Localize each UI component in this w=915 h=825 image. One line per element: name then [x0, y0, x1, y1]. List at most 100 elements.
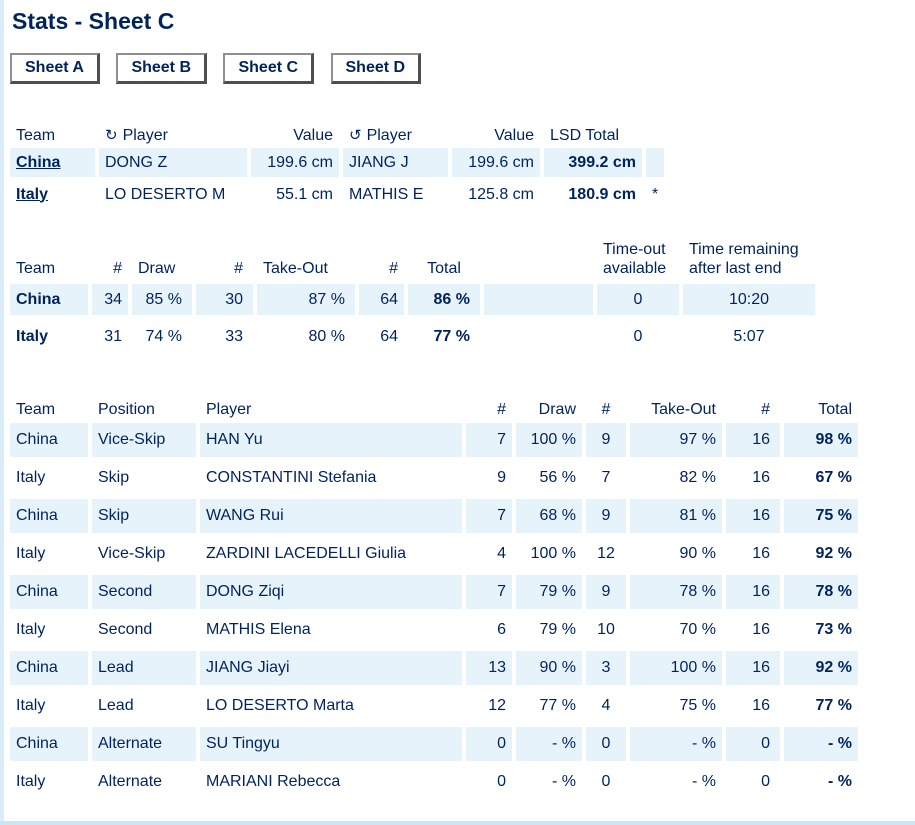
cell-takeout-count: 9	[586, 499, 626, 533]
page-left-border	[0, 0, 4, 825]
cell-position: Alternate	[92, 727, 196, 761]
col-header-lsd-total: LSD Total	[550, 127, 620, 144]
page-bottom-border	[0, 821, 915, 825]
cell-position: Second	[92, 575, 196, 609]
cell-total-pct: 67 %	[815, 469, 852, 486]
cell-total-count: 16	[726, 651, 780, 685]
cell-player: DONG Ziqi	[200, 575, 462, 609]
col-header-total: Total	[818, 401, 852, 418]
col-header-count-draw: #	[497, 401, 506, 418]
cell-draw-pct: - %	[516, 727, 582, 761]
cell-player: HAN Yu	[200, 423, 462, 457]
rotation-cw-icon: ↻	[105, 127, 118, 144]
col-header-player1-label: Player	[122, 127, 168, 144]
cell-lsd-total: 180.9 cm	[568, 185, 636, 203]
cell-takeout-pct: 87 %	[257, 284, 355, 315]
cell-total-count: 16	[752, 545, 770, 562]
col-header-player1: ↻ Player	[99, 121, 247, 145]
tab-sheet-b[interactable]: Sheet B	[116, 53, 208, 84]
lsd-row: Italy LO DESERTO M 55.1 cm MATHIS E 125.…	[10, 180, 664, 209]
col-header-value2: Value	[494, 127, 534, 144]
cell-team: Italy	[16, 697, 46, 714]
cell-total-pct: 92 %	[815, 545, 852, 562]
lsd-table: Team ↻ Player Value ↺ Player Value LSD Tot…	[6, 118, 668, 212]
rotation-ccw-icon: ↺	[349, 127, 362, 144]
cell-takeout-count: 4	[601, 697, 611, 714]
cell-note	[646, 148, 665, 177]
col-header-count-takeout: #	[234, 260, 243, 277]
col-header-player: Player	[206, 401, 252, 418]
cell-total-count: 16	[752, 621, 770, 638]
cell-player: JIANG Jiayi	[200, 651, 462, 685]
cell-total-pct: 75 %	[784, 499, 858, 533]
cell-takeout-pct: 78 %	[630, 575, 722, 609]
tab-sheet-a[interactable]: Sheet A	[10, 53, 100, 84]
col-header-count-total: #	[389, 260, 398, 277]
cell-total-pct: - %	[828, 773, 852, 790]
player-row: China Lead JIANG Jiayi 13 90 % 3 100 % 1…	[10, 651, 858, 685]
cell-draw-count: 6	[497, 621, 506, 638]
cell-team: Italy	[10, 180, 95, 209]
team-link-italy[interactable]: Italy	[16, 185, 49, 203]
cell-total-count: 64	[380, 327, 398, 345]
cell-team: China	[10, 499, 88, 533]
cell-draw-count: 34	[92, 284, 128, 315]
cell-takeout-count: 10	[597, 621, 615, 638]
player-row: China Skip WANG Rui 7 68 % 9 81 % 16 75 …	[10, 499, 858, 533]
cell-timeout-available: 0	[633, 327, 643, 345]
cell-time-remaining: 5:07	[733, 327, 765, 345]
cell-team: Italy	[16, 621, 46, 638]
col-header-takeout: Take-Out	[263, 260, 328, 277]
cell-value1: 199.6 cm	[251, 148, 339, 177]
player-table-header-row: Team Position Player # Draw # Take-Out #…	[10, 394, 858, 419]
cell-player: WANG Rui	[200, 499, 462, 533]
cell-player: MATHIS Elena	[206, 621, 311, 638]
cell-position: Skip	[92, 499, 196, 533]
col-header-team: Team	[16, 401, 56, 418]
lsd-row: China DONG Z 199.6 cm JIANG J 199.6 cm 3…	[10, 148, 665, 177]
team-row: Italy 31 74 % 33 80 % 64 77 % 0 5:07	[10, 321, 815, 352]
cell-draw-pct: 74 %	[145, 327, 182, 345]
cell-position: Second	[98, 621, 153, 638]
cell-team: Italy	[16, 327, 49, 345]
cell-takeout-pct: - %	[630, 727, 722, 761]
cell-team: Italy	[16, 545, 46, 562]
cell-position: Skip	[98, 469, 130, 486]
cell-draw-count: 7	[466, 575, 512, 609]
tab-sheet-d[interactable]: Sheet D	[330, 53, 422, 84]
team-link-china[interactable]: China	[16, 153, 61, 171]
cell-total-pct: 92 %	[784, 651, 858, 685]
col-header-team: Team	[16, 127, 56, 144]
cell-time-remaining: 10:20	[683, 284, 815, 315]
cell-spacer	[484, 284, 593, 315]
player-row: China Vice-Skip HAN Yu 7 100 % 9 97 % 16…	[10, 423, 858, 457]
tab-sheet-c[interactable]: Sheet C	[223, 53, 315, 84]
cell-team: China	[10, 148, 95, 177]
cell-team: China	[10, 727, 88, 761]
cell-draw-count: 9	[497, 469, 506, 486]
cell-draw-pct: 79 %	[516, 575, 582, 609]
cell-lsd-total: 399.2 cm	[544, 148, 642, 177]
cell-draw-pct: 85 %	[132, 284, 192, 315]
col-header-time-remaining: Time remaining after last end	[689, 241, 799, 277]
col-header-timeout: Time-out available	[603, 241, 667, 277]
col-header-note	[646, 121, 664, 145]
cell-player1: DONG Z	[99, 148, 247, 177]
cell-takeout-pct: 81 %	[630, 499, 722, 533]
cell-position: Lead	[92, 651, 196, 685]
cell-takeout-count: 0	[586, 727, 626, 761]
player-row: Italy Lead LO DESERTO Marta 12 77 % 4 75…	[10, 689, 858, 723]
team-row: China 34 85 % 30 87 % 64 86 % 0 10:20	[10, 284, 815, 315]
cell-takeout-count: 3	[586, 651, 626, 685]
cell-draw-pct: - %	[552, 773, 576, 790]
cell-draw-pct: 100 %	[516, 423, 582, 457]
cell-value2: 125.8 cm	[468, 185, 534, 203]
cell-player2: JIANG J	[343, 148, 448, 177]
cell-draw-count: 13	[466, 651, 512, 685]
col-header-player2-label: Player	[366, 127, 412, 144]
sheet-tabs: Sheet A Sheet B Sheet C Sheet D	[10, 53, 915, 84]
player-stats-table: Team Position Player # Draw # Take-Out #…	[6, 390, 862, 803]
cell-value2: 199.6 cm	[452, 148, 540, 177]
cell-total-pct: 73 %	[815, 621, 852, 638]
cell-team: China	[10, 284, 88, 315]
